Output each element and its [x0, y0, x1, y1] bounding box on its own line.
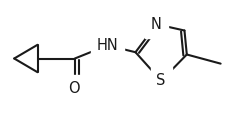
Text: N: N: [151, 17, 162, 32]
Text: HN: HN: [97, 38, 118, 53]
Text: S: S: [156, 73, 166, 88]
Text: O: O: [68, 81, 80, 96]
